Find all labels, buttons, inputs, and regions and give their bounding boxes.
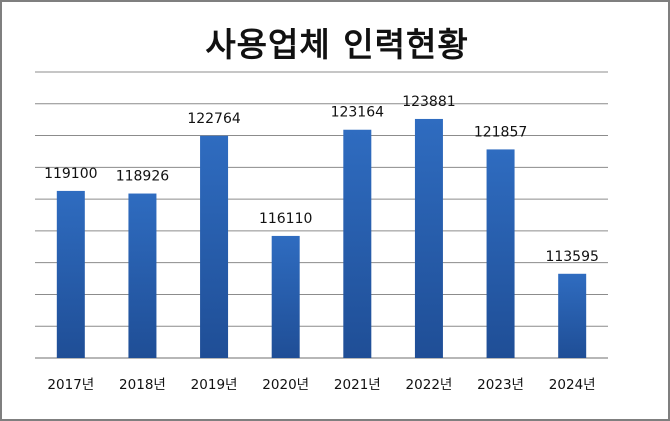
data-label: 113595 — [545, 249, 598, 265]
data-label: 121857 — [474, 124, 527, 140]
data-label: 119100 — [44, 166, 97, 182]
data-label: 118926 — [116, 169, 170, 185]
bar — [271, 235, 300, 358]
data-label: 116110 — [259, 211, 312, 227]
x-tick-label: 2020년 — [262, 377, 309, 393]
x-tick-label: 2019년 — [191, 377, 238, 393]
gridlines — [35, 71, 608, 359]
data-label: 122764 — [187, 111, 241, 127]
bars — [56, 118, 587, 358]
bar — [558, 273, 587, 358]
bar — [56, 190, 85, 358]
x-tick-label: 2018년 — [119, 377, 166, 393]
data-label: 123881 — [402, 94, 455, 110]
x-tick-label: 2017년 — [47, 377, 94, 393]
x-tick-label: 2023년 — [477, 377, 524, 393]
x-tick-label: 2024년 — [549, 377, 596, 393]
chart-title: 사용업체 인력현황 — [205, 25, 469, 64]
bar — [128, 193, 157, 358]
x-axis-tick-labels: 2017년 2018년 2019년 2020년 2021년 2022년 2023년 2024년 — [47, 377, 595, 393]
bar — [486, 149, 515, 358]
bar — [414, 118, 443, 358]
x-tick-label: 2022년 — [406, 377, 453, 393]
data-label: 123164 — [331, 105, 385, 121]
data-labels: 119100 118926 122764 116110 123164 123881 1218… — [44, 94, 599, 265]
x-tick-label: 2021년 — [334, 377, 381, 393]
bar — [343, 129, 372, 358]
bar — [200, 135, 229, 358]
